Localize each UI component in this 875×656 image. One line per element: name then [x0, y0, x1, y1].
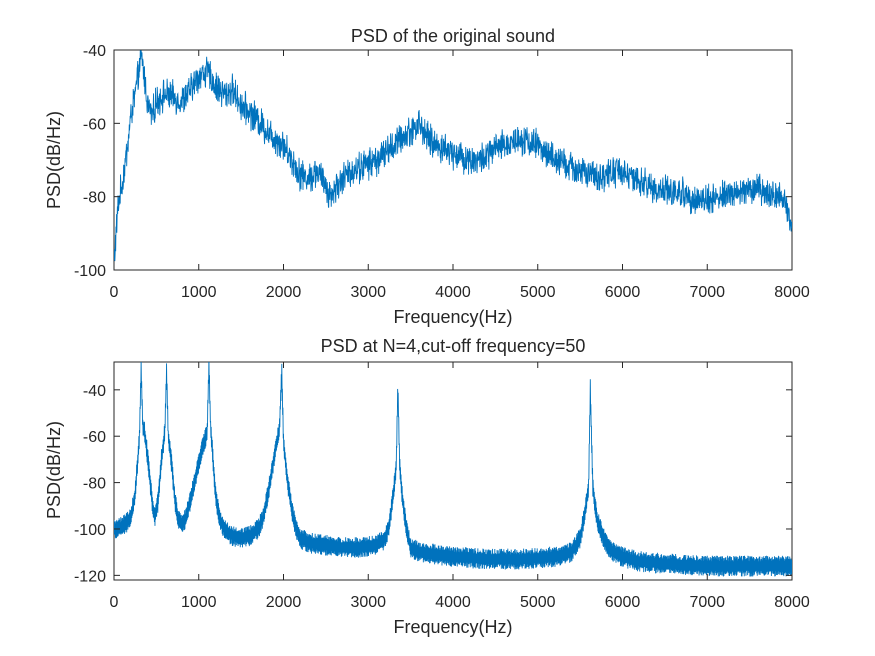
psd-filtered-xtick-label-2000: 2000	[266, 594, 302, 611]
psd-filtered-series-line	[114, 362, 792, 577]
psd-original-title: PSD of the original sound	[351, 26, 555, 46]
psd-filtered-ytick-label--80: -80	[83, 476, 106, 493]
psd-original-xtick-label-2000: 2000	[266, 284, 302, 301]
psd-filtered-plot-area[interactable]: 0 1000 2000 3000 4000 5000 6000 7000 8000 -120 -10…	[74, 355, 810, 611]
psd-original-xtick-label-5000: 5000	[520, 284, 556, 301]
psd-filtered-xlabel: Frequency(Hz)	[393, 617, 512, 637]
psd-original-xlabel: Frequency(Hz)	[393, 307, 512, 327]
psd-original-ytick-label--60: -60	[83, 116, 106, 133]
psd-filtered-ytick-label--120: -120	[74, 568, 106, 585]
psd-filtered-xtick-label-1000: 1000	[181, 594, 217, 611]
psd-filtered-ytick-label--100: -100	[74, 522, 106, 539]
psd-original-ytick-label--100: -100	[74, 263, 106, 280]
psd-original-xtick-label-8000: 8000	[774, 284, 810, 301]
psd-original-xtick-label-6000: 6000	[605, 284, 641, 301]
psd-filtered-xtick-label-6000: 6000	[605, 594, 641, 611]
psd-filtered-axes-box	[113, 361, 793, 581]
psd-original-axes[interactable]: PSD of the original sound 0 1000 2000 3000 4…	[44, 26, 810, 327]
psd-filtered-xtick-label-3000: 3000	[350, 594, 386, 611]
psd-original-xtick-label-0: 0	[110, 284, 119, 301]
psd-filtered-ylabel: PSD(dB/Hz)	[44, 421, 64, 519]
psd-original-series-line	[114, 50, 792, 262]
psd-filtered-xtick-label-4000: 4000	[435, 594, 471, 611]
psd-filtered-ytick-label--40: -40	[83, 383, 106, 400]
psd-filtered-xtick-label-5000: 5000	[520, 594, 556, 611]
psd-filtered-axes[interactable]: PSD at N=4,cut-off frequency=50 0 1000 200…	[44, 336, 810, 637]
psd-original-xtick-label-1000: 1000	[181, 284, 217, 301]
psd-filtered-xtick-label-8000: 8000	[774, 594, 810, 611]
psd-original-ytick-label--80: -80	[83, 190, 106, 207]
psd-original-xtick-label-3000: 3000	[350, 284, 386, 301]
psd-filtered-xtick-label-0: 0	[110, 594, 119, 611]
psd-filtered-xtick-label-7000: 7000	[689, 594, 725, 611]
psd-filtered-title: PSD at N=4,cut-off frequency=50	[321, 336, 586, 356]
psd-original-ytick-label--40: -40	[83, 43, 106, 60]
psd-original-xtick-label-7000: 7000	[689, 284, 725, 301]
psd-filtered-ytick-label--60: -60	[83, 429, 106, 446]
psd-original-xtick-label-4000: 4000	[435, 284, 471, 301]
psd-original-ylabel: PSD(dB/Hz)	[44, 111, 64, 209]
psd-original-plot-area[interactable]: 0 1000 2000 3000 4000 5000 6000 7000 8000 -100 -80…	[74, 43, 810, 301]
